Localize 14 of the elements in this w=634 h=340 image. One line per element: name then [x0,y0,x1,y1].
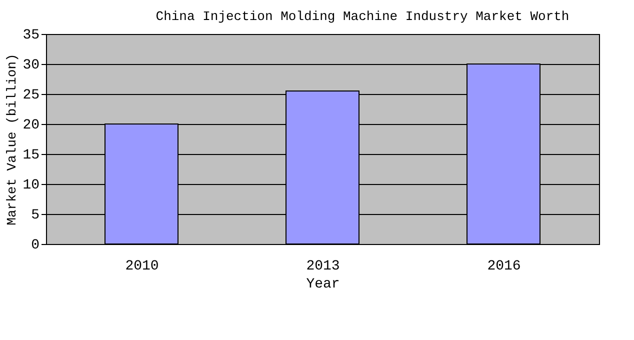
y-tick-label: 0 [31,238,40,254]
x-axis-title: Year [306,276,340,292]
y-tick-label: 25 [22,88,40,104]
chart-title: China Injection Molding Machine Industry Market Worth [156,9,570,24]
y-tick-label: 30 [22,58,40,74]
y-tick-label: 5 [31,208,40,224]
x-tick-label: 2010 [125,258,159,274]
y-tick-label: 15 [22,148,40,164]
y-tick-label: 35 [22,28,40,44]
x-tick-label: 2016 [487,258,521,274]
x-tick-label: 2013 [306,258,340,274]
y-tick-label: 20 [22,118,40,134]
y-tick-label: 10 [22,178,40,194]
y-axis-title: Market Value (billion) [4,54,20,226]
